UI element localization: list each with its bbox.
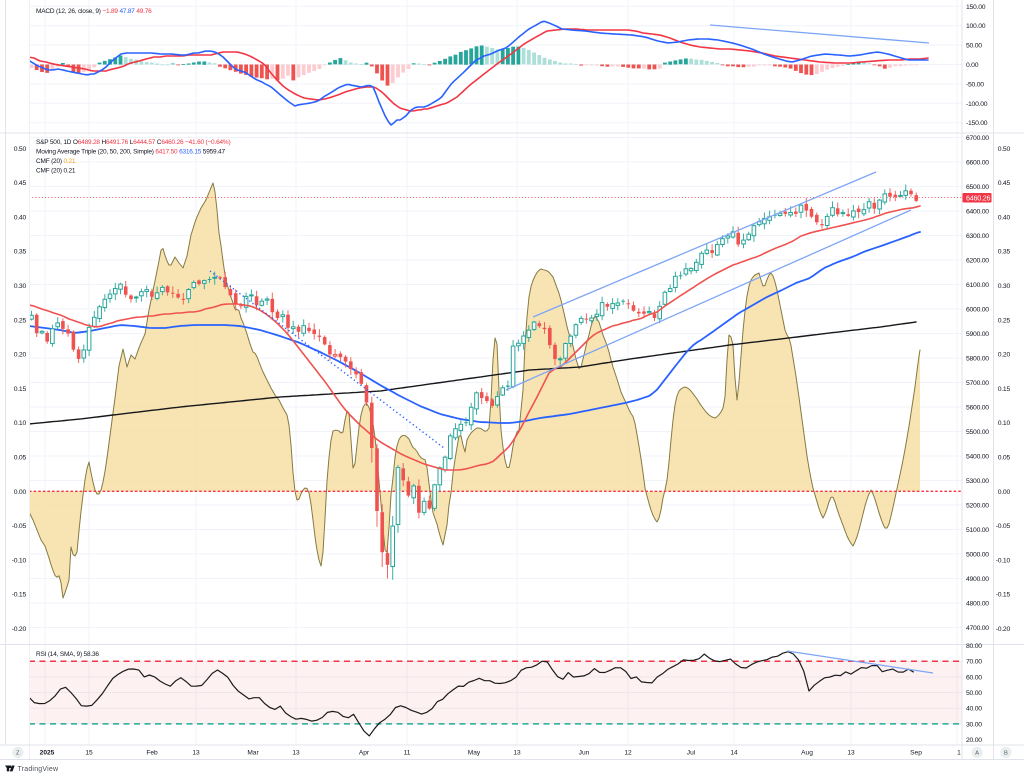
svg-text:2025: 2025: [40, 750, 55, 757]
svg-text:6460.26: 6460.26: [966, 193, 990, 202]
svg-text:Apr: Apr: [359, 750, 370, 757]
svg-text:5900.00: 5900.00: [966, 331, 989, 338]
svg-text:13: 13: [192, 750, 200, 757]
svg-text:0.00: 0.00: [998, 489, 1011, 496]
svg-text:20.00: 20.00: [966, 737, 982, 744]
svg-text:-50.00: -50.00: [966, 81, 984, 88]
svg-text:Moving Average Triple (20, 50,: Moving Average Triple (20, 50, 200, Simp…: [36, 149, 225, 156]
svg-text:0.05: 0.05: [14, 455, 27, 462]
svg-text:5000.00: 5000.00: [966, 552, 989, 559]
svg-text:TradingView: TradingView: [18, 766, 59, 773]
svg-text:4700.00: 4700.00: [966, 625, 989, 632]
svg-text:0.25: 0.25: [14, 317, 27, 324]
svg-text:0.35: 0.35: [14, 249, 27, 256]
svg-text:30.00: 30.00: [966, 721, 982, 728]
svg-text:5600.00: 5600.00: [966, 405, 989, 412]
svg-text:0.10: 0.10: [14, 420, 27, 427]
svg-text:0.50: 0.50: [998, 146, 1011, 153]
svg-text:80.00: 80.00: [966, 643, 982, 650]
svg-text:0.35: 0.35: [998, 249, 1011, 256]
svg-text:6700.00: 6700.00: [966, 135, 989, 142]
svg-text:1: 1: [957, 750, 961, 757]
svg-text:CMF (20) 0.21: CMF (20) 0.21: [36, 168, 76, 175]
svg-text:0.45: 0.45: [14, 180, 27, 187]
svg-text:60.00: 60.00: [966, 674, 982, 681]
svg-text:-0.05: -0.05: [12, 523, 27, 530]
svg-text:-150.00: -150.00: [966, 120, 988, 127]
svg-text:-100.00: -100.00: [966, 101, 988, 108]
svg-text:-0.05: -0.05: [996, 523, 1011, 530]
svg-text:12: 12: [624, 750, 632, 757]
svg-text:6200.00: 6200.00: [966, 258, 989, 265]
svg-text:CMF (20) 0.21: CMF (20) 0.21: [36, 158, 76, 165]
svg-text:Jun: Jun: [579, 750, 590, 757]
svg-text:0.40: 0.40: [998, 214, 1011, 221]
svg-text:0.10: 0.10: [998, 420, 1011, 427]
svg-text:6100.00: 6100.00: [966, 282, 989, 289]
svg-text:5500.00: 5500.00: [966, 429, 989, 436]
svg-text:6400.00: 6400.00: [966, 209, 989, 216]
svg-text:A: A: [975, 751, 979, 757]
svg-text:13: 13: [513, 750, 521, 757]
svg-text:4800.00: 4800.00: [966, 601, 989, 608]
svg-text:6300.00: 6300.00: [966, 233, 989, 240]
svg-text:Aug: Aug: [801, 750, 813, 757]
svg-text:-0.15: -0.15: [996, 592, 1011, 599]
svg-text:50.00: 50.00: [966, 690, 982, 697]
svg-text:0.45: 0.45: [998, 180, 1011, 187]
svg-text:150.00: 150.00: [966, 4, 986, 11]
svg-text:6600.00: 6600.00: [966, 160, 989, 167]
svg-text:5100.00: 5100.00: [966, 527, 989, 534]
svg-text:100.00: 100.00: [966, 23, 986, 30]
svg-text:11: 11: [404, 750, 411, 757]
svg-text:0.30: 0.30: [14, 283, 27, 290]
svg-text:0.00: 0.00: [14, 489, 27, 496]
svg-text:-0.15: -0.15: [12, 592, 27, 599]
svg-text:Feb: Feb: [146, 750, 158, 757]
svg-text:13: 13: [292, 750, 300, 757]
svg-text:0.15: 0.15: [998, 386, 1011, 393]
svg-text:15: 15: [85, 750, 93, 757]
svg-text:RSI (14, SMA, 9) 58.36: RSI (14, SMA, 9) 58.36: [36, 651, 99, 658]
svg-text:0.30: 0.30: [998, 283, 1011, 290]
svg-text:5200.00: 5200.00: [966, 503, 989, 510]
svg-text:Jul: Jul: [687, 750, 696, 757]
svg-text:14: 14: [730, 750, 738, 757]
svg-text:Z: Z: [16, 751, 20, 757]
svg-text:5700.00: 5700.00: [966, 380, 989, 387]
svg-text:50.00: 50.00: [966, 43, 982, 50]
svg-text:-0.20: -0.20: [996, 626, 1011, 633]
svg-text:Mar: Mar: [247, 750, 259, 757]
svg-text:-0.10: -0.10: [996, 557, 1011, 564]
svg-text:-0.10: -0.10: [12, 557, 27, 564]
svg-text:0.50: 0.50: [14, 146, 27, 153]
svg-text:-0.20: -0.20: [12, 626, 27, 633]
svg-text:Sep: Sep: [910, 750, 922, 757]
svg-text:40.00: 40.00: [966, 706, 982, 713]
svg-text:0.20: 0.20: [998, 352, 1011, 359]
svg-text:0.40: 0.40: [14, 214, 27, 221]
svg-text:6500.00: 6500.00: [966, 184, 989, 191]
svg-text:0.20: 0.20: [14, 352, 27, 359]
svg-text:0.00: 0.00: [966, 62, 979, 69]
svg-text:13: 13: [847, 750, 855, 757]
svg-text:4900.00: 4900.00: [966, 576, 989, 583]
svg-text:S&P 500, 1D O6489.28 H6491.76: S&P 500, 1D O6489.28 H6491.76 L6444.57 C…: [36, 139, 230, 146]
svg-text:May: May: [468, 750, 481, 757]
svg-text:MACD (12, 26, close, 9) −1.89: MACD (12, 26, close, 9) −1.89 47.87 49.7…: [36, 8, 152, 15]
svg-text:5400.00: 5400.00: [966, 454, 989, 461]
svg-text:B: B: [1004, 751, 1008, 757]
svg-text:0.05: 0.05: [998, 455, 1011, 462]
svg-text:0.15: 0.15: [14, 386, 27, 393]
svg-text:5300.00: 5300.00: [966, 478, 989, 485]
svg-text:6000.00: 6000.00: [966, 307, 989, 314]
svg-text:5800.00: 5800.00: [966, 356, 989, 363]
svg-text:0.25: 0.25: [998, 317, 1011, 324]
svg-text:70.00: 70.00: [966, 659, 982, 666]
